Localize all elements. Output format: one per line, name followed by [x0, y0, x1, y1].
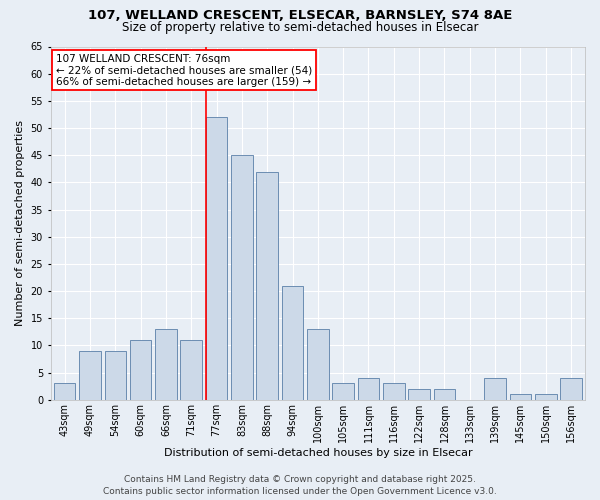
Bar: [206, 117, 227, 400]
Bar: [231, 155, 253, 400]
Text: 107, WELLAND CRESCENT, ELSECAR, BARNSLEY, S74 8AE: 107, WELLAND CRESCENT, ELSECAR, BARNSLEY…: [88, 9, 512, 22]
Bar: [560, 378, 582, 400]
Bar: [358, 378, 379, 400]
Bar: [256, 172, 278, 400]
Bar: [155, 329, 176, 400]
Bar: [104, 351, 126, 400]
Bar: [434, 389, 455, 400]
Bar: [130, 340, 151, 400]
Bar: [54, 384, 76, 400]
Bar: [509, 394, 531, 400]
Text: Size of property relative to semi-detached houses in Elsecar: Size of property relative to semi-detach…: [122, 21, 478, 34]
Text: 107 WELLAND CRESCENT: 76sqm
← 22% of semi-detached houses are smaller (54)
66% o: 107 WELLAND CRESCENT: 76sqm ← 22% of sem…: [56, 54, 312, 87]
Bar: [282, 286, 303, 400]
Bar: [79, 351, 101, 400]
Bar: [535, 394, 557, 400]
Bar: [484, 378, 506, 400]
Bar: [307, 329, 329, 400]
Bar: [383, 384, 404, 400]
Bar: [409, 389, 430, 400]
Y-axis label: Number of semi-detached properties: Number of semi-detached properties: [15, 120, 25, 326]
Bar: [332, 384, 354, 400]
X-axis label: Distribution of semi-detached houses by size in Elsecar: Distribution of semi-detached houses by …: [164, 448, 472, 458]
Text: Contains HM Land Registry data © Crown copyright and database right 2025.
Contai: Contains HM Land Registry data © Crown c…: [103, 475, 497, 496]
Bar: [181, 340, 202, 400]
